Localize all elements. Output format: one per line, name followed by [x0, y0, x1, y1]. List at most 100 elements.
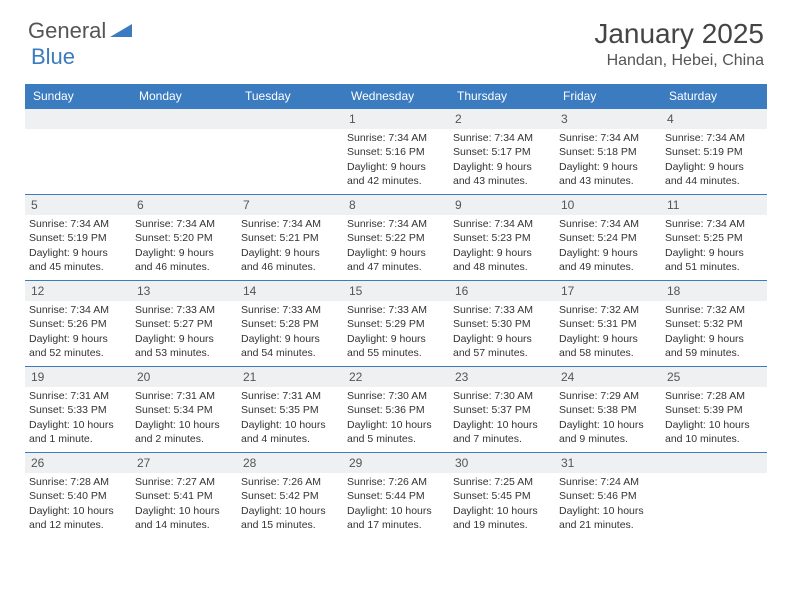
daylight-line: Daylight: 10 hours and 15 minutes.: [241, 504, 339, 532]
day-details: Sunrise: 7:34 AMSunset: 5:22 PMDaylight:…: [343, 215, 449, 278]
day-number: 9: [449, 195, 555, 215]
day-details: Sunrise: 7:34 AMSunset: 5:17 PMDaylight:…: [449, 129, 555, 192]
calendar-cell: 26Sunrise: 7:28 AMSunset: 5:40 PMDayligh…: [25, 453, 131, 539]
sunset-line: Sunset: 5:39 PM: [665, 403, 763, 417]
day-number: 12: [25, 281, 131, 301]
day-details: Sunrise: 7:28 AMSunset: 5:39 PMDaylight:…: [661, 387, 767, 450]
calendar-cell: 16Sunrise: 7:33 AMSunset: 5:30 PMDayligh…: [449, 281, 555, 367]
day-details: Sunrise: 7:28 AMSunset: 5:40 PMDaylight:…: [25, 473, 131, 536]
daylight-line: Daylight: 9 hours and 53 minutes.: [135, 332, 233, 360]
daylight-line: Daylight: 10 hours and 14 minutes.: [135, 504, 233, 532]
sunset-line: Sunset: 5:38 PM: [559, 403, 657, 417]
calendar-cell: 25Sunrise: 7:28 AMSunset: 5:39 PMDayligh…: [661, 367, 767, 453]
day-number: 11: [661, 195, 767, 215]
sunset-line: Sunset: 5:17 PM: [453, 145, 551, 159]
calendar-cell: 3Sunrise: 7:34 AMSunset: 5:18 PMDaylight…: [555, 109, 661, 195]
day-details: Sunrise: 7:34 AMSunset: 5:19 PMDaylight:…: [661, 129, 767, 192]
calendar-cell: 2Sunrise: 7:34 AMSunset: 5:17 PMDaylight…: [449, 109, 555, 195]
sunset-line: Sunset: 5:24 PM: [559, 231, 657, 245]
empty-day-number: [661, 453, 767, 473]
daylight-line: Daylight: 9 hours and 44 minutes.: [665, 160, 763, 188]
location: Handan, Hebei, China: [594, 52, 764, 70]
day-number: 2: [449, 109, 555, 129]
calendar-cell: 22Sunrise: 7:30 AMSunset: 5:36 PMDayligh…: [343, 367, 449, 453]
sunset-line: Sunset: 5:44 PM: [347, 489, 445, 503]
day-number: 4: [661, 109, 767, 129]
sunset-line: Sunset: 5:34 PM: [135, 403, 233, 417]
sunset-line: Sunset: 5:29 PM: [347, 317, 445, 331]
calendar-cell: 31Sunrise: 7:24 AMSunset: 5:46 PMDayligh…: [555, 453, 661, 539]
sunrise-line: Sunrise: 7:34 AM: [135, 217, 233, 231]
weekday-header: Tuesday: [237, 84, 343, 109]
day-number: 28: [237, 453, 343, 473]
logo-text-blue: Blue: [31, 44, 75, 70]
sunrise-line: Sunrise: 7:29 AM: [559, 389, 657, 403]
logo: General: [28, 18, 134, 44]
daylight-line: Daylight: 9 hours and 43 minutes.: [559, 160, 657, 188]
day-number: 26: [25, 453, 131, 473]
day-details: Sunrise: 7:34 AMSunset: 5:18 PMDaylight:…: [555, 129, 661, 192]
day-number: 14: [237, 281, 343, 301]
day-number: 15: [343, 281, 449, 301]
calendar-cell: 11Sunrise: 7:34 AMSunset: 5:25 PMDayligh…: [661, 195, 767, 281]
calendar-cell: 20Sunrise: 7:31 AMSunset: 5:34 PMDayligh…: [131, 367, 237, 453]
day-number: 7: [237, 195, 343, 215]
sunset-line: Sunset: 5:45 PM: [453, 489, 551, 503]
calendar-cell: 15Sunrise: 7:33 AMSunset: 5:29 PMDayligh…: [343, 281, 449, 367]
sunset-line: Sunset: 5:27 PM: [135, 317, 233, 331]
day-number: 22: [343, 367, 449, 387]
sunrise-line: Sunrise: 7:34 AM: [665, 217, 763, 231]
day-details: Sunrise: 7:29 AMSunset: 5:38 PMDaylight:…: [555, 387, 661, 450]
calendar-cell: 30Sunrise: 7:25 AMSunset: 5:45 PMDayligh…: [449, 453, 555, 539]
daylight-line: Daylight: 9 hours and 49 minutes.: [559, 246, 657, 274]
sunset-line: Sunset: 5:31 PM: [559, 317, 657, 331]
day-details: Sunrise: 7:34 AMSunset: 5:24 PMDaylight:…: [555, 215, 661, 278]
sunrise-line: Sunrise: 7:28 AM: [29, 475, 127, 489]
calendar-row: 1Sunrise: 7:34 AMSunset: 5:16 PMDaylight…: [25, 109, 767, 195]
day-number: 5: [25, 195, 131, 215]
sunrise-line: Sunrise: 7:33 AM: [453, 303, 551, 317]
sunset-line: Sunset: 5:35 PM: [241, 403, 339, 417]
sunrise-line: Sunrise: 7:33 AM: [135, 303, 233, 317]
calendar-cell: 14Sunrise: 7:33 AMSunset: 5:28 PMDayligh…: [237, 281, 343, 367]
calendar-cell: 19Sunrise: 7:31 AMSunset: 5:33 PMDayligh…: [25, 367, 131, 453]
calendar-cell: [25, 109, 131, 195]
calendar-cell: 4Sunrise: 7:34 AMSunset: 5:19 PMDaylight…: [661, 109, 767, 195]
day-details: Sunrise: 7:24 AMSunset: 5:46 PMDaylight:…: [555, 473, 661, 536]
daylight-line: Daylight: 9 hours and 55 minutes.: [347, 332, 445, 360]
sunrise-line: Sunrise: 7:27 AM: [135, 475, 233, 489]
calendar-table: SundayMondayTuesdayWednesdayThursdayFrid…: [25, 84, 767, 539]
day-details: Sunrise: 7:33 AMSunset: 5:28 PMDaylight:…: [237, 301, 343, 364]
sunset-line: Sunset: 5:18 PM: [559, 145, 657, 159]
logo-triangle-icon: [110, 21, 132, 42]
daylight-line: Daylight: 9 hours and 48 minutes.: [453, 246, 551, 274]
day-number: 17: [555, 281, 661, 301]
sunrise-line: Sunrise: 7:31 AM: [29, 389, 127, 403]
calendar-row: 12Sunrise: 7:34 AMSunset: 5:26 PMDayligh…: [25, 281, 767, 367]
day-details: Sunrise: 7:34 AMSunset: 5:20 PMDaylight:…: [131, 215, 237, 278]
daylight-line: Daylight: 10 hours and 1 minute.: [29, 418, 127, 446]
calendar-cell: 17Sunrise: 7:32 AMSunset: 5:31 PMDayligh…: [555, 281, 661, 367]
calendar-cell: 28Sunrise: 7:26 AMSunset: 5:42 PMDayligh…: [237, 453, 343, 539]
daylight-line: Daylight: 9 hours and 54 minutes.: [241, 332, 339, 360]
calendar-cell: 7Sunrise: 7:34 AMSunset: 5:21 PMDaylight…: [237, 195, 343, 281]
calendar-body: 1Sunrise: 7:34 AMSunset: 5:16 PMDaylight…: [25, 109, 767, 539]
sunset-line: Sunset: 5:26 PM: [29, 317, 127, 331]
day-number: 10: [555, 195, 661, 215]
calendar-row: 26Sunrise: 7:28 AMSunset: 5:40 PMDayligh…: [25, 453, 767, 539]
sunset-line: Sunset: 5:36 PM: [347, 403, 445, 417]
daylight-line: Daylight: 9 hours and 47 minutes.: [347, 246, 445, 274]
day-number: 25: [661, 367, 767, 387]
sunrise-line: Sunrise: 7:33 AM: [241, 303, 339, 317]
daylight-line: Daylight: 10 hours and 7 minutes.: [453, 418, 551, 446]
daylight-line: Daylight: 9 hours and 51 minutes.: [665, 246, 763, 274]
month-title: January 2025: [594, 18, 764, 50]
sunset-line: Sunset: 5:20 PM: [135, 231, 233, 245]
day-details: Sunrise: 7:25 AMSunset: 5:45 PMDaylight:…: [449, 473, 555, 536]
weekday-header: Sunday: [25, 84, 131, 109]
sunset-line: Sunset: 5:40 PM: [29, 489, 127, 503]
weekday-header: Friday: [555, 84, 661, 109]
day-details: Sunrise: 7:33 AMSunset: 5:27 PMDaylight:…: [131, 301, 237, 364]
day-number: 24: [555, 367, 661, 387]
sunrise-line: Sunrise: 7:32 AM: [559, 303, 657, 317]
